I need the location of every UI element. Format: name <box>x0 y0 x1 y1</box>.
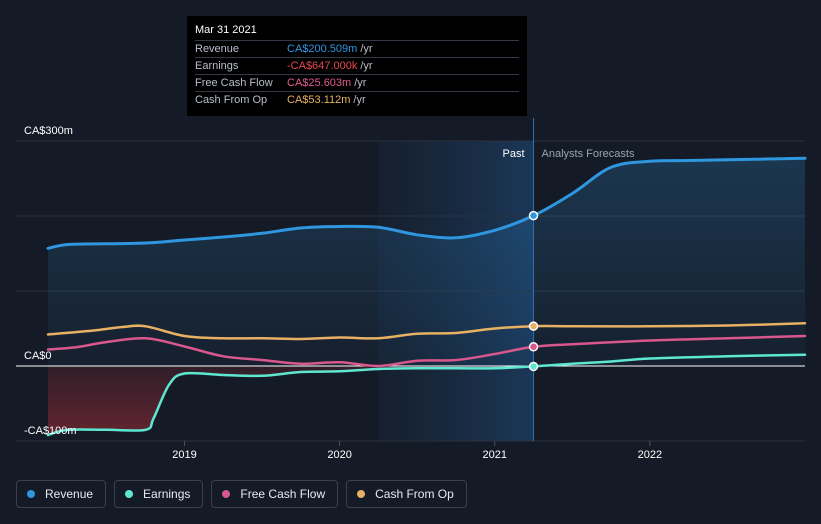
legend-earnings[interactable]: Earnings <box>114 480 204 508</box>
x-axis-labels: 2019 2020 2021 2022 <box>172 441 662 461</box>
tooltip-value: CA$53.112m <box>287 94 351 106</box>
forecast-label: Analysts Forecasts <box>542 148 635 160</box>
tooltip-unit: /yr <box>360 60 373 72</box>
series-markers <box>528 210 539 372</box>
cash-from-op-marker <box>528 321 539 331</box>
earnings-line <box>46 353 807 437</box>
x-tick-label: 2020 <box>327 449 351 461</box>
tooltip-row-earnings: Earnings -CA$647.000k /yr <box>195 57 519 74</box>
y-tick-label: CA$300m <box>24 125 73 137</box>
x-tick-label: 2019 <box>172 449 196 461</box>
tooltip-label: Cash From Op <box>195 94 268 106</box>
legend-label: Revenue <box>45 487 94 501</box>
tooltip-label: Revenue <box>195 43 240 55</box>
y-tick-label: -CA$100m <box>24 425 77 437</box>
tooltip-label: Earnings <box>195 60 239 72</box>
legend-label: Cash From Op <box>375 487 454 501</box>
legend: Revenue Earnings Free Cash Flow Cash Fro… <box>16 480 467 508</box>
earnings-dot-icon <box>125 490 134 498</box>
revenue-line <box>46 156 807 250</box>
tooltip-row-revenue: Revenue CA$200.509m /yr <box>195 40 519 57</box>
cash-from-op-dot-icon <box>357 490 366 498</box>
earnings-marker <box>528 361 539 372</box>
tooltip-row-free-cash-flow: Free Cash Flow CA$25.603m /yr <box>195 74 519 91</box>
past-label: Past <box>503 148 525 160</box>
series-lines <box>46 156 807 437</box>
free-cash-flow-line <box>46 334 807 368</box>
y-tick-label: CA$0 <box>24 350 52 362</box>
x-tick-label: 2022 <box>638 449 662 461</box>
legend-cash-from-op[interactable]: Cash From Op <box>346 480 467 508</box>
tooltip-value: CA$200.509m <box>287 43 358 55</box>
tooltip-value: -CA$647.000k <box>287 60 358 72</box>
cash-from-op-line <box>46 322 807 341</box>
x-tick-label: 2021 <box>483 449 507 461</box>
tooltip: Mar 31 2021 Revenue CA$200.509m /yr Earn… <box>187 16 527 116</box>
tooltip-value: CA$25.603m <box>287 77 352 89</box>
free-cash-flow-dot-icon <box>222 490 231 498</box>
tooltip-unit: /yr <box>360 43 373 55</box>
tooltip-unit: /yr <box>353 94 366 106</box>
legend-free-cash-flow[interactable]: Free Cash Flow <box>211 480 339 508</box>
legend-revenue[interactable]: Revenue <box>16 480 107 508</box>
revenue-marker <box>528 210 539 221</box>
free-cash-flow-marker <box>528 342 539 352</box>
tooltip-unit: /yr <box>354 77 367 89</box>
tooltip-date: Mar 31 2021 <box>195 24 257 36</box>
revenue-dot-icon <box>27 490 35 498</box>
revenue-area <box>48 158 805 366</box>
tooltip-label: Free Cash Flow <box>195 77 273 89</box>
y-axis-labels: CA$300m CA$0 -CA$100m <box>24 125 77 437</box>
tooltip-row-cash-from-op: Cash From Op CA$53.112m /yr <box>195 91 519 108</box>
legend-label: Free Cash Flow <box>240 487 326 501</box>
legend-label: Earnings <box>143 487 191 501</box>
